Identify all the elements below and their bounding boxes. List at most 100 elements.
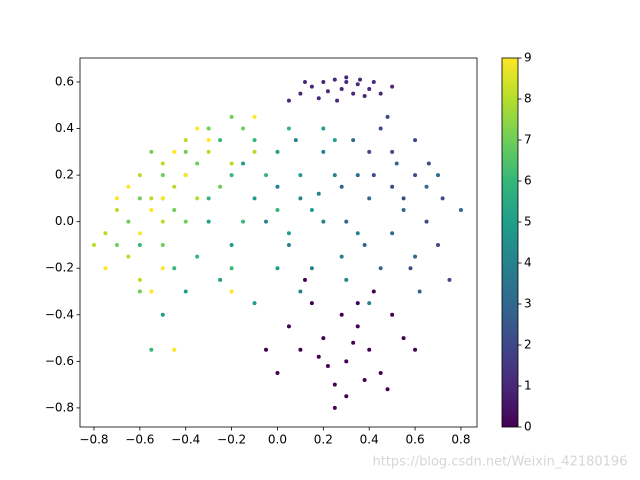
point xyxy=(195,196,200,201)
point xyxy=(172,347,177,352)
point xyxy=(298,196,303,201)
point xyxy=(206,126,211,131)
y-tick-label: 0.2 xyxy=(55,168,74,182)
point xyxy=(458,208,463,213)
point xyxy=(172,208,177,213)
point xyxy=(218,184,223,189)
point xyxy=(275,266,280,271)
y-tick-label: −0.6 xyxy=(45,354,74,368)
x-tick-label: 0.8 xyxy=(451,433,470,447)
point xyxy=(252,138,257,143)
point xyxy=(394,161,399,166)
point xyxy=(332,382,337,387)
point xyxy=(275,208,280,213)
point xyxy=(264,219,269,224)
point xyxy=(413,138,418,143)
point xyxy=(316,191,321,196)
point xyxy=(286,324,291,329)
point xyxy=(160,266,165,271)
point xyxy=(149,208,154,213)
point xyxy=(390,184,395,189)
point xyxy=(401,196,406,201)
x-tick-label: −0.4 xyxy=(171,433,200,447)
point xyxy=(344,277,349,282)
point xyxy=(424,219,429,224)
point xyxy=(206,138,211,143)
point xyxy=(367,347,372,352)
y-tick-label: −0.8 xyxy=(45,400,74,414)
point xyxy=(339,254,344,259)
point xyxy=(355,173,360,178)
colorbar xyxy=(501,57,519,428)
y-tick-label: 0.0 xyxy=(55,214,74,228)
point xyxy=(229,242,234,247)
point xyxy=(302,277,307,282)
point xyxy=(316,354,321,359)
y-tick-label: 0.6 xyxy=(55,74,74,88)
point xyxy=(183,138,188,143)
point xyxy=(390,231,395,236)
point xyxy=(335,98,340,103)
point xyxy=(183,173,188,178)
point xyxy=(413,347,418,352)
x-tick-label: 0.4 xyxy=(360,433,379,447)
point xyxy=(298,347,303,352)
point xyxy=(321,219,326,224)
point xyxy=(355,324,360,329)
point xyxy=(298,289,303,294)
point xyxy=(286,231,291,236)
point xyxy=(172,149,177,154)
point xyxy=(264,347,269,352)
point xyxy=(137,242,142,247)
colorbar-tick-label: 4 xyxy=(524,256,532,270)
point xyxy=(390,312,395,317)
colorbar-tick-label: 2 xyxy=(524,338,532,352)
point xyxy=(362,377,367,382)
point xyxy=(385,387,390,392)
point xyxy=(355,301,360,306)
point xyxy=(126,219,131,224)
point xyxy=(137,196,142,201)
point xyxy=(367,196,372,201)
point xyxy=(371,289,376,294)
point xyxy=(241,161,246,166)
point xyxy=(371,173,376,178)
point xyxy=(114,208,119,213)
point xyxy=(321,149,326,154)
point xyxy=(137,231,142,236)
point xyxy=(325,89,330,94)
point xyxy=(286,98,291,103)
point xyxy=(309,301,314,306)
point xyxy=(103,231,108,236)
point xyxy=(401,336,406,341)
point xyxy=(126,184,131,189)
point xyxy=(302,79,307,84)
point xyxy=(229,161,234,166)
point xyxy=(436,242,441,247)
point xyxy=(316,96,321,101)
x-tick-label: 0.2 xyxy=(314,433,333,447)
point xyxy=(436,173,441,178)
point xyxy=(126,254,131,259)
y-tick-label: 0.4 xyxy=(55,121,74,135)
point xyxy=(218,138,223,143)
point xyxy=(367,301,372,306)
colorbar-tick-label: 8 xyxy=(524,92,532,106)
point xyxy=(229,114,234,119)
point xyxy=(378,91,383,96)
point xyxy=(218,277,223,282)
point xyxy=(206,149,211,154)
point xyxy=(252,114,257,119)
point xyxy=(339,86,344,91)
point xyxy=(160,219,165,224)
point xyxy=(183,289,188,294)
point xyxy=(321,79,326,84)
point xyxy=(149,149,154,154)
point xyxy=(252,196,257,201)
point xyxy=(275,149,280,154)
x-tick-label: −0.6 xyxy=(125,433,154,447)
point xyxy=(358,77,363,82)
point xyxy=(355,231,360,236)
point xyxy=(351,91,356,96)
point xyxy=(351,340,356,345)
